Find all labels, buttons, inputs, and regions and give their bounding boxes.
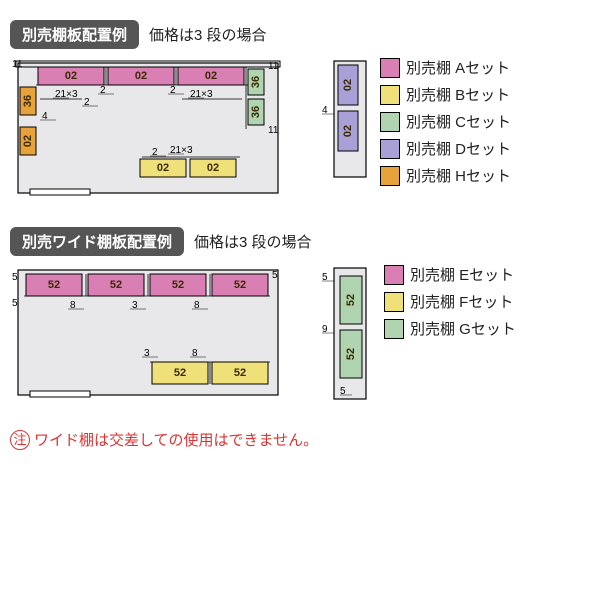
svg-text:5: 5 — [340, 386, 346, 397]
warning-text: ワイド棚は交差しての使用はできません。 — [34, 429, 318, 450]
svg-text:5: 5 — [12, 272, 18, 283]
diagram1-side: 02 02 4 — [320, 57, 370, 187]
legend-label: 別売棚 Gセット — [410, 318, 516, 339]
svg-text:11: 11 — [268, 61, 279, 72]
svg-text:11: 11 — [12, 59, 23, 70]
svg-text:02: 02 — [157, 162, 169, 174]
svg-text:36: 36 — [22, 95, 34, 107]
diagram2-subtitle: 価格は3 段の場合 — [194, 231, 312, 252]
svg-text:11: 11 — [268, 125, 279, 136]
svg-text:52: 52 — [110, 279, 122, 291]
diagram1-title-pill: 別売棚板配置例 — [10, 20, 139, 49]
diagram2-side: 52 52 5 9 5 — [320, 264, 374, 409]
svg-text:3: 3 — [132, 300, 138, 311]
svg-text:02: 02 — [342, 79, 354, 91]
legend-row: 別売棚 Dセット — [380, 138, 511, 159]
diagram1-legend: 別売棚 Aセット別売棚 Bセット別売棚 Cセット別売棚 Dセット別売棚 Hセット — [380, 57, 511, 192]
svg-text:52: 52 — [172, 279, 184, 291]
plan2-svg: 52 52 52 52 52 52 8 3 8 3 8 5 5 5 — [10, 264, 320, 409]
svg-text:52: 52 — [48, 279, 60, 291]
svg-text:52: 52 — [234, 367, 246, 379]
legend-swatch — [384, 319, 404, 339]
svg-text:36: 36 — [250, 76, 262, 88]
svg-text:02: 02 — [207, 162, 219, 174]
svg-text:02: 02 — [22, 135, 34, 147]
legend-label: 別売棚 Bセット — [406, 84, 510, 105]
svg-text:4: 4 — [42, 111, 48, 122]
legend-label: 別売棚 Dセット — [406, 138, 511, 159]
legend-row: 別売棚 Hセット — [380, 165, 511, 186]
diagram1-subtitle: 価格は3 段の場合 — [149, 24, 267, 45]
legend-swatch — [380, 85, 400, 105]
svg-text:02: 02 — [205, 70, 217, 82]
svg-text:9: 9 — [322, 324, 328, 335]
svg-text:5: 5 — [272, 270, 278, 281]
diagram2-title-pill: 別売ワイド棚板配置例 — [10, 227, 184, 256]
svg-text:5: 5 — [12, 298, 18, 309]
svg-text:8: 8 — [192, 348, 198, 359]
legend-swatch — [380, 112, 400, 132]
legend-swatch — [384, 265, 404, 285]
diagram2-section: 52 52 52 52 52 52 8 3 8 3 8 5 5 5 52 52 5 9 5 別売棚 Eセット別売棚… — [10, 264, 590, 409]
svg-text:52: 52 — [345, 294, 357, 306]
legend-row: 別売棚 Bセット — [380, 84, 511, 105]
svg-text:2: 2 — [152, 147, 158, 158]
svg-text:02: 02 — [65, 70, 77, 82]
svg-text:52: 52 — [234, 279, 246, 291]
svg-text:21×3: 21×3 — [170, 145, 193, 156]
svg-text:2: 2 — [84, 97, 90, 108]
legend-row: 別売棚 Aセット — [380, 57, 511, 78]
legend-swatch — [380, 166, 400, 186]
diagram2-header: 別売ワイド棚板配置例 価格は3 段の場合 — [10, 227, 590, 256]
svg-text:2: 2 — [100, 85, 106, 96]
legend-label: 別売棚 Eセット — [410, 264, 514, 285]
svg-text:21×3: 21×3 — [190, 89, 213, 100]
warning-note: 注 ワイド棚は交差しての使用はできません。 — [10, 429, 590, 450]
warning-mark: 注 — [10, 430, 30, 450]
svg-text:52: 52 — [345, 348, 357, 360]
legend-swatch — [380, 139, 400, 159]
legend-swatch — [384, 292, 404, 312]
plan1-svg: 02020236023636020221×321×321×32222411111… — [10, 57, 320, 207]
svg-text:21×3: 21×3 — [55, 89, 78, 100]
svg-text:2: 2 — [170, 85, 176, 96]
svg-text:3: 3 — [144, 348, 150, 359]
legend-label: 別売棚 Fセット — [410, 291, 513, 312]
diagram2-plan: 52 52 52 52 52 52 8 3 8 3 8 5 5 5 — [10, 264, 320, 409]
svg-text:52: 52 — [174, 367, 186, 379]
diagram1-plan: 02020236023636020221×321×321×32222411111… — [10, 57, 320, 207]
svg-text:02: 02 — [342, 125, 354, 137]
svg-text:36: 36 — [250, 106, 262, 118]
legend-row: 別売棚 Cセット — [380, 111, 511, 132]
diagram1-section: 02020236023636020221×321×321×32222411111… — [10, 57, 590, 207]
legend-swatch — [380, 58, 400, 78]
legend-row: 別売棚 Gセット — [384, 318, 516, 339]
legend-label: 別売棚 Aセット — [406, 57, 510, 78]
svg-text:8: 8 — [70, 300, 76, 311]
svg-text:5: 5 — [322, 272, 328, 283]
legend-row: 別売棚 Eセット — [384, 264, 516, 285]
svg-text:4: 4 — [322, 105, 328, 116]
svg-text:8: 8 — [194, 300, 200, 311]
legend-row: 別売棚 Fセット — [384, 291, 516, 312]
side1-svg: 02 02 4 — [320, 57, 370, 187]
legend-label: 別売棚 Hセット — [406, 165, 511, 186]
diagram2-legend: 別売棚 Eセット別売棚 Fセット別売棚 Gセット — [384, 264, 516, 345]
side2-svg: 52 52 5 9 5 — [320, 264, 374, 409]
svg-text:02: 02 — [135, 70, 147, 82]
legend-label: 別売棚 Cセット — [406, 111, 511, 132]
diagram1-header: 別売棚板配置例 価格は3 段の場合 — [10, 20, 590, 49]
